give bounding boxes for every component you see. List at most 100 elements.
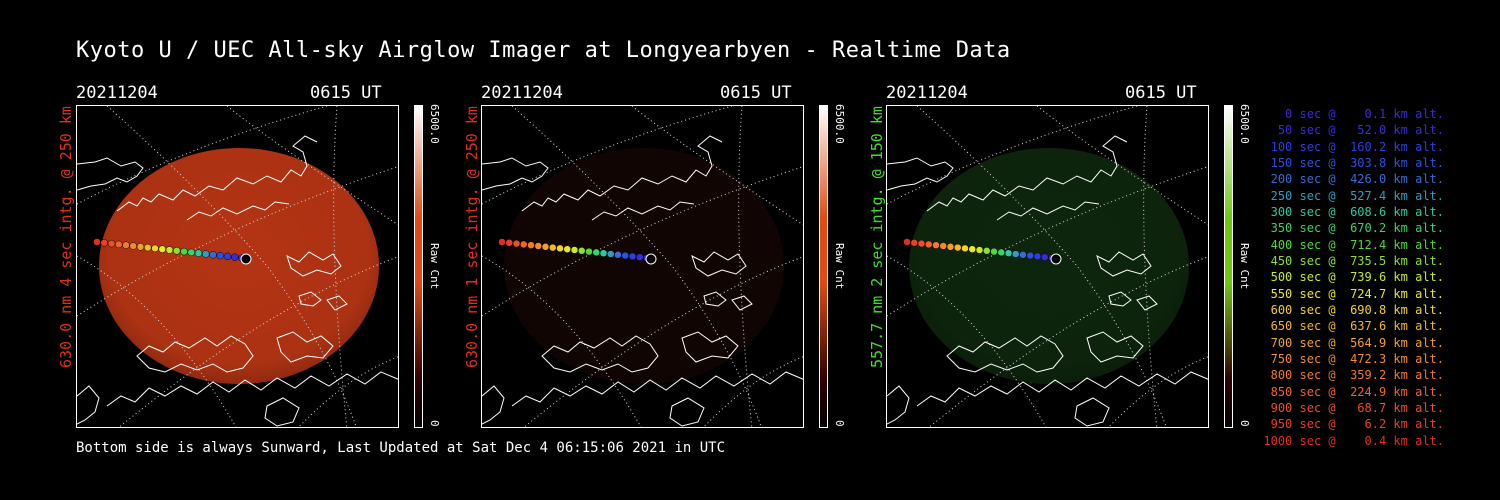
trace-point <box>1033 252 1042 261</box>
legend-row: 1000 sec @ 0.4 km alt. <box>1263 433 1444 448</box>
altitude-legend: 0 sec @ 0.1 km alt. 50 sec @ 52.0 km alt… <box>1244 106 1444 449</box>
trace-point <box>917 239 926 248</box>
trace-point <box>165 246 174 254</box>
trace-point <box>144 243 152 252</box>
panel-time: 0615 UT <box>310 83 382 103</box>
trace-point <box>216 251 224 260</box>
trace-point <box>122 241 130 249</box>
allsky-image-630-4s <box>76 105 399 428</box>
trace-point <box>512 239 521 248</box>
trace-point <box>173 247 181 255</box>
legend-row: 200 sec @ 426.0 km alt. <box>1263 172 1444 187</box>
airglow-disk <box>99 148 379 384</box>
colorbar-max: 6500.0 <box>428 104 441 144</box>
station-marker <box>1050 253 1062 265</box>
trace-point <box>599 249 608 257</box>
colorbar-unit: Raw Cnt <box>833 243 846 290</box>
legend-row: 850 sec @ 224.9 km alt. <box>1263 384 1444 399</box>
legend-row: 100 sec @ 160.2 km alt. <box>1263 139 1444 154</box>
coastline <box>482 135 803 427</box>
trace-point <box>223 252 232 261</box>
footer-status: Bottom side is always Sunward, Last Upda… <box>76 440 726 456</box>
trace-point <box>556 244 564 253</box>
trace-point <box>592 248 600 257</box>
legend-row: 800 sec @ 359.2 km alt. <box>1263 368 1444 383</box>
legend-row: 450 sec @ 735.5 km alt. <box>1263 253 1444 268</box>
trace-point <box>585 247 593 256</box>
trace-point <box>628 252 637 261</box>
legend-row: 150 sec @ 303.8 km alt. <box>1263 155 1444 170</box>
trace-point <box>129 242 137 250</box>
colorbar <box>414 105 423 428</box>
panel-side-label: 557.7 nm 2 sec intg. @ 150 km <box>868 106 886 368</box>
legend-row: 950 sec @ 6.2 km alt. <box>1263 417 1444 432</box>
trace-point <box>93 238 101 246</box>
trace-point <box>1041 253 1049 261</box>
satellite-trace <box>903 238 1062 265</box>
trace-point <box>158 245 166 253</box>
trace-point <box>570 246 579 254</box>
trace-point <box>1026 251 1034 260</box>
geo-grid <box>77 106 398 427</box>
legend-row: 300 sec @ 608.6 km alt. <box>1263 204 1444 219</box>
panel-side-label: 630.0 nm 4 sec intg. @ 250 km <box>57 106 75 368</box>
station-marker <box>240 253 252 265</box>
trace-point <box>107 239 116 248</box>
legend-row: 350 sec @ 670.2 km alt. <box>1263 221 1444 236</box>
trace-point <box>607 250 615 258</box>
legend-row: 250 sec @ 527.4 km alt. <box>1263 188 1444 203</box>
airglow-disk <box>504 148 784 384</box>
page-title: Kyoto U / UEC All-sky Airglow Imager at … <box>76 38 1011 63</box>
coastline <box>77 135 398 427</box>
trace-point <box>180 247 188 256</box>
allsky-map <box>887 106 1208 427</box>
satellite-trace <box>93 238 252 265</box>
legend-row: 650 sec @ 637.6 km alt. <box>1263 319 1444 334</box>
trace-point <box>1019 251 1027 259</box>
colorbar <box>1224 105 1233 428</box>
trace-point <box>997 248 1005 257</box>
allsky-image-630-1s <box>481 105 804 428</box>
trace-point <box>541 243 550 251</box>
trace-point <box>136 243 145 251</box>
trace-point <box>932 241 940 249</box>
trace-point <box>1004 249 1013 257</box>
station-marker <box>645 253 657 265</box>
panel-side-label: 630.0 nm 1 sec intg. @ 250 km <box>463 106 481 368</box>
allsky-image-557-2s <box>886 105 1209 428</box>
trace-point <box>498 238 506 246</box>
trace-point <box>527 241 535 249</box>
trace-point <box>578 247 586 255</box>
trace-point <box>946 243 955 251</box>
legend-row: 0 sec @ 0.1 km alt. <box>1263 107 1444 121</box>
trace-point <box>968 245 976 253</box>
trace-point <box>194 249 203 257</box>
trace-point <box>1012 250 1020 258</box>
trace-point <box>151 244 159 253</box>
legend-row: 500 sec @ 739.6 km alt. <box>1263 270 1444 285</box>
panel-date: 20211204 <box>481 83 563 103</box>
trace-point <box>100 239 108 247</box>
airglow-disk <box>909 148 1189 384</box>
trace-point <box>925 240 933 249</box>
coastline <box>887 135 1208 427</box>
geo-grid <box>887 106 1208 427</box>
trace-point <box>636 253 644 261</box>
allsky-map <box>482 106 803 427</box>
legend-row: 50 sec @ 52.0 km alt. <box>1263 123 1444 138</box>
trace-point <box>209 251 217 259</box>
legend-row: 750 sec @ 472.3 km alt. <box>1263 351 1444 366</box>
legend-row: 550 sec @ 724.7 km alt. <box>1263 286 1444 301</box>
colorbar-unit: Raw Cnt <box>428 243 441 290</box>
colorbar-min: 0 <box>428 420 441 427</box>
colorbar <box>819 105 828 428</box>
trace-point <box>910 239 918 247</box>
trace-point <box>954 243 962 252</box>
panel-date: 20211204 <box>76 83 158 103</box>
trace-point <box>614 251 622 259</box>
trace-point <box>187 248 195 257</box>
trace-point <box>549 243 557 252</box>
trace-point <box>563 245 571 253</box>
legend-row: 400 sec @ 712.4 km alt. <box>1263 237 1444 252</box>
trace-point <box>505 239 513 247</box>
